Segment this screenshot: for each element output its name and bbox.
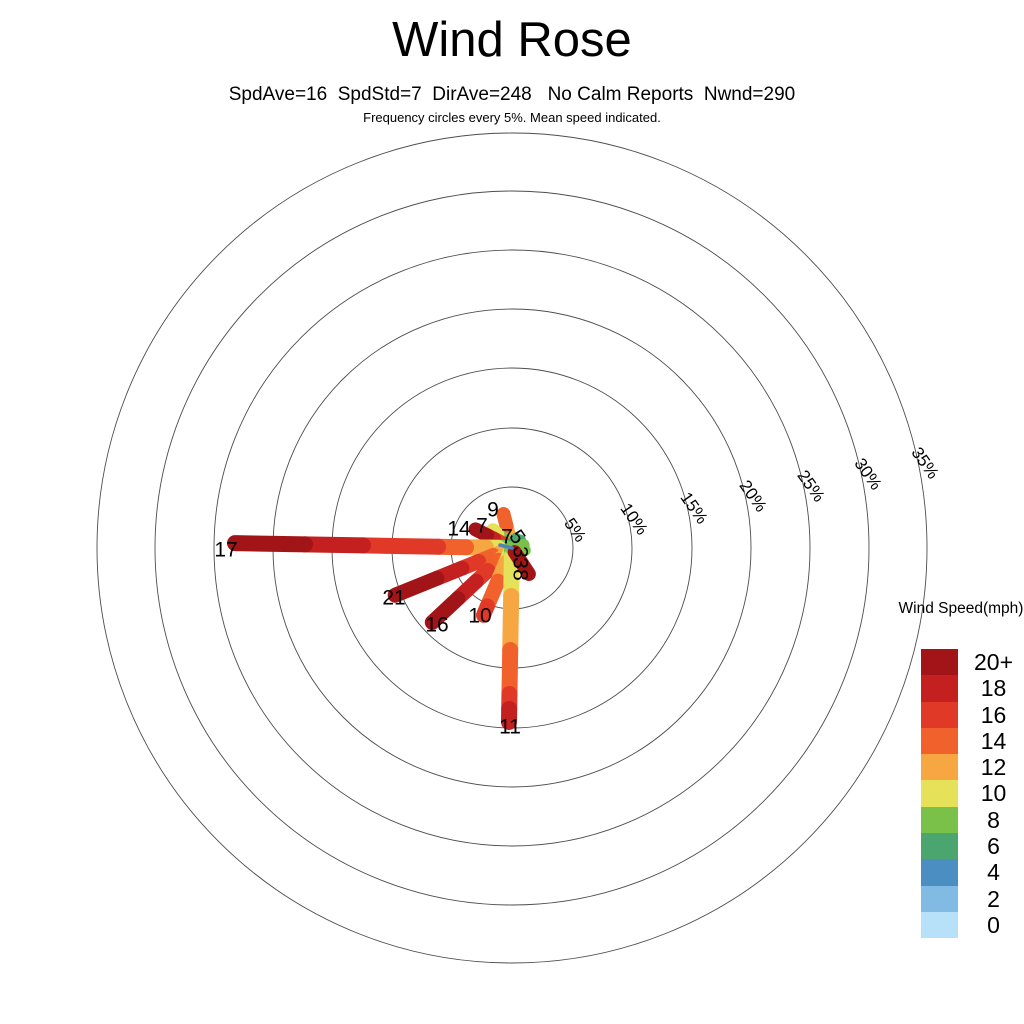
legend-speed-label: 0 [987,911,1000,938]
legend-speed-label: 10 [980,780,1007,807]
wind-spoke-segment [297,536,372,554]
legend-speed-label: 14 [980,727,1007,754]
legend-color-swatch [921,649,958,676]
frequency-ring [96,132,928,964]
chart-note: Frequency circles every 5%. Mean speed i… [363,110,661,125]
legend-entry: 20+ [894,649,1024,676]
legend-color-swatch [921,806,958,834]
ring-percent-label: 35% [907,444,942,483]
legend-entries: 20+ 18 16 14 12 10 8 6 4 2 0 [894,649,1024,939]
legend-entry: 8 [894,806,1024,834]
legend-color-swatch [921,885,958,912]
ring-percent-label: 15% [676,489,711,528]
legend-color-swatch [921,727,958,755]
spoke-mean-speed-label: 16 [425,614,448,637]
chart-subtitle: SpdAve=16 SpdStd=7 DirAve=248 No Calm Re… [228,84,796,105]
legend-title: Wind Speed(mph) [898,600,1024,617]
legend-speed-label: 18 [980,675,1007,702]
spoke-mean-speed-label: 3 [509,546,532,558]
spoke-mean-speed-label: 7 [501,526,513,549]
wind-spoke-segment [387,570,445,603]
legend-entry: 10 [894,780,1024,807]
wind-spoke-segment [227,535,314,553]
wind-spoke-segment [496,507,514,533]
spoke-mean-speed-label: 14 [447,518,471,541]
spoke-mean-speed-label: 9 [487,499,499,522]
legend-entry: 16 [894,701,1024,728]
ring-percent-label: 25% [793,467,828,506]
spoke-mean-speed-label: 11 [499,716,521,739]
spoke-mean-speed-label: 21 [382,587,405,610]
chart-title: Wind Rose [392,13,632,67]
wind-speed-legend: Wind Speed(mph) 20+ 18 16 14 12 10 8 6 4 2 0 [894,600,1024,939]
legend-entry: 2 [894,885,1024,912]
legend-speed-label: 4 [987,859,1000,886]
frequency-ring [213,249,811,847]
legend-speed-label: 2 [987,885,1000,912]
legend-color-swatch [921,911,958,939]
legend-color-swatch [921,754,958,781]
wind-spoke-segment [468,522,495,543]
ring-percent-label: 20% [735,477,770,516]
ring-percent-label: 30% [850,455,885,494]
legend-entry: 0 [894,911,1024,939]
spoke-mean-speed-label: 7 [476,515,488,538]
legend-color-swatch [921,859,958,886]
spoke-mean-speed-label: 3 [509,557,532,569]
legend-entry: 14 [894,727,1024,755]
mean-direction-pointer [498,543,514,550]
ring-percent-label: 5% [560,514,590,545]
legend-color-swatch [921,780,958,807]
wind-spoke-segment [355,537,447,555]
legend-speed-label: 8 [987,806,1000,833]
legend-entry: 4 [894,859,1024,886]
wind-spoke-segment [502,587,520,658]
spoke-mean-speed-label: 10 [468,605,491,628]
frequency-ring [154,190,870,906]
legend-entry: 12 [894,754,1024,781]
legend-speed-label: 12 [980,754,1007,781]
legend-speed-label: 16 [980,701,1007,728]
ring-percent-label: 10% [616,500,651,539]
legend-color-swatch [921,675,958,702]
wind-spoke-segment [475,598,495,623]
spoke-mean-speed-label: 17 [214,539,237,562]
legend-color-swatch [921,701,958,728]
legend-speed-label: 20+ [973,649,1013,675]
legend-entry: 6 [894,833,1024,860]
wind-spoke-segment [424,590,466,630]
spoke-mean-speed-label: 8 [509,569,532,581]
legend-speed-label: 6 [987,833,1000,860]
legend-entry: 18 [894,675,1024,702]
legend-color-swatch [921,833,958,860]
wind-spoke-segment [507,545,536,581]
